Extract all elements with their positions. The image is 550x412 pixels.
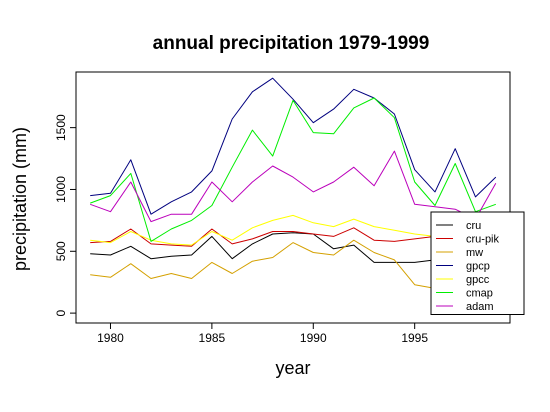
series-lines — [90, 77, 497, 289]
plot-frame — [75, 71, 511, 324]
series-line-adam — [90, 150, 497, 223]
series-line-mw — [90, 239, 496, 289]
series-line-cru — [90, 232, 496, 263]
y-tick-label: 1500 — [54, 114, 68, 141]
x-tick-label: 1990 — [300, 331, 327, 345]
legend-label-cmap: cmap — [466, 288, 493, 300]
y-axis: 0 500 1000 1500 — [54, 114, 76, 316]
legend-label-adam: adam — [466, 301, 494, 313]
x-tick-label: 1980 — [97, 331, 124, 345]
y-tick-label: 0 — [54, 309, 68, 316]
series-line-cru-pik — [90, 227, 496, 247]
legend-label-cru: cru — [466, 220, 481, 232]
series-line-gpcc — [90, 214, 496, 246]
legend-label-gpcc: gpcc — [466, 274, 490, 286]
x-axis-label: year — [275, 358, 310, 378]
chart-title: annual precipitation 1979-1999 — [153, 33, 430, 54]
y-axis-label: precipitation (mm) — [10, 127, 30, 271]
legend-label-gpcp: gpcp — [466, 261, 490, 273]
series-line-gpcp — [90, 77, 497, 215]
x-axis: 1980 1985 1990 1995 — [97, 323, 428, 345]
series-line-cmap — [90, 97, 496, 242]
y-tick-label: 500 — [54, 241, 68, 261]
x-tick-label: 1985 — [199, 331, 226, 345]
x-tick-label: 1995 — [401, 331, 428, 345]
legend-label-cru-pik: cru-pik — [466, 234, 500, 246]
y-tick-label: 1000 — [54, 176, 68, 203]
legend-label-mw: mw — [466, 247, 483, 259]
legend-box — [430, 211, 525, 315]
